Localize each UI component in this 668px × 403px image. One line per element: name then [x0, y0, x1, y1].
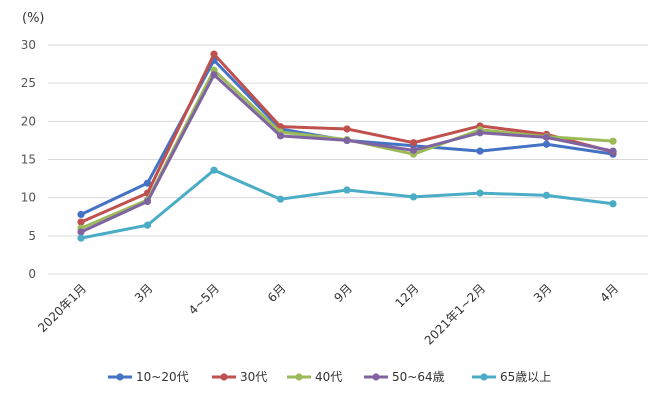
y-tick-label: 10 — [21, 191, 36, 205]
data-point — [143, 221, 152, 229]
y-tick-label: 0 — [28, 267, 36, 281]
data-point — [476, 129, 484, 137]
data-point — [609, 137, 617, 145]
data-point — [343, 186, 351, 194]
data-point — [77, 210, 85, 219]
data-point — [77, 228, 85, 236]
x-tick-label: 3月 — [531, 281, 555, 305]
data-point — [210, 50, 218, 58]
x-tick-label: 12月 — [392, 281, 421, 310]
x-tick-label: 4~5月 — [186, 281, 222, 317]
x-tick-label: 2020年1月 — [35, 281, 89, 335]
data-point — [409, 193, 418, 201]
data-point — [343, 136, 351, 145]
data-point — [77, 234, 85, 242]
legend-swatch-marker — [295, 373, 303, 381]
legend-swatch-marker — [220, 373, 228, 381]
data-point — [210, 166, 218, 174]
legend-label: 65歳以上 — [500, 370, 551, 384]
legend-item: 30代 — [212, 370, 267, 384]
gridlines — [48, 44, 648, 275]
data-point — [542, 191, 551, 199]
series-4 — [77, 71, 617, 236]
legend-swatch-marker — [372, 373, 380, 381]
legend-label: 50~64歳 — [392, 370, 445, 384]
series-line — [79, 73, 615, 234]
x-tick-label: 2021年1~2月 — [422, 281, 488, 347]
data-point — [343, 125, 351, 133]
y-tick-label: 25 — [21, 76, 36, 90]
series-5 — [77, 166, 617, 242]
legend-label: 10~20代 — [136, 370, 189, 384]
legend-item: 40代 — [287, 370, 342, 384]
legend-item: 65歳以上 — [472, 370, 551, 384]
data-point — [476, 189, 484, 197]
y-tick-label: 20 — [21, 114, 36, 128]
series-line — [79, 68, 615, 230]
x-tick-label: 3月 — [132, 281, 156, 305]
legend-swatch-marker — [116, 373, 124, 381]
data-point — [542, 140, 551, 148]
series-3 — [77, 66, 617, 232]
x-tick-label: 6月 — [265, 281, 289, 305]
series-lines — [77, 50, 617, 242]
data-point — [609, 147, 617, 155]
legend: 10~20代 30代 40代 50~64歳 65歳以上 — [108, 370, 551, 384]
legend-item: 50~64歳 — [364, 370, 445, 384]
data-point — [210, 71, 218, 79]
x-axis-ticks: 2020年1月 3月 4~5月 6月 9月 12月 2021年1~2月 3月 4月 — [35, 281, 621, 347]
legend-swatch-marker — [480, 373, 488, 381]
data-point — [609, 200, 617, 208]
legend-label: 30代 — [240, 370, 267, 384]
y-tick-label: 30 — [21, 38, 36, 52]
y-unit-label: (%) — [22, 11, 45, 26]
data-point — [542, 133, 551, 141]
x-tick-label: 9月 — [331, 281, 355, 305]
data-point — [143, 197, 152, 206]
y-tick-label: 15 — [21, 153, 36, 167]
y-axis-ticks: 0 5 10 15 20 25 30 — [21, 38, 36, 281]
data-point — [409, 139, 418, 147]
data-point — [276, 195, 285, 203]
legend-item: 10~20代 — [108, 370, 189, 384]
legend-label: 40代 — [315, 370, 342, 384]
y-tick-label: 5 — [28, 229, 36, 243]
data-point — [409, 146, 418, 154]
x-tick-label: 4月 — [597, 281, 621, 305]
data-point — [276, 132, 285, 140]
data-point — [476, 147, 484, 155]
data-point — [143, 179, 152, 187]
series-line — [79, 168, 615, 240]
data-point — [77, 218, 85, 226]
